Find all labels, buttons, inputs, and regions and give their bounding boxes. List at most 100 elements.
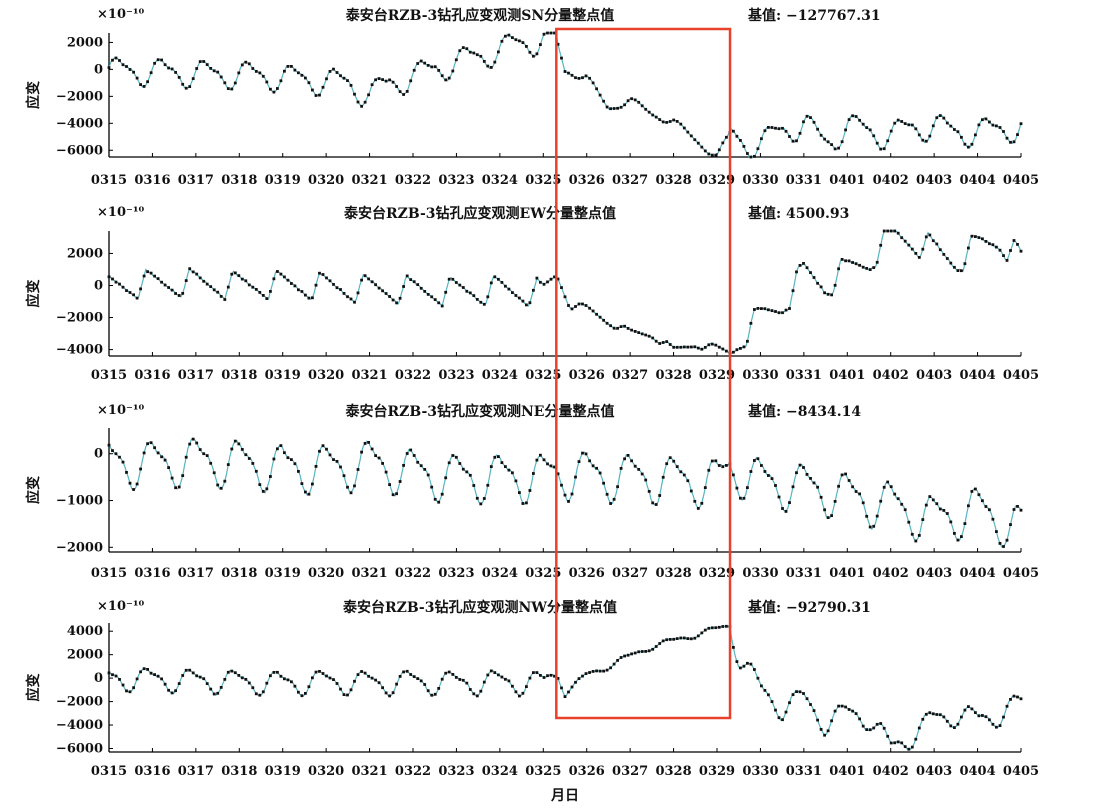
data-point (454, 676, 458, 679)
data-point (623, 324, 626, 328)
data-point (247, 283, 251, 287)
data-point (381, 78, 384, 81)
data-point (135, 677, 139, 681)
data-point (258, 693, 262, 697)
data-point (637, 650, 641, 654)
data-point (149, 441, 153, 445)
data-point (763, 129, 767, 133)
data-point (816, 718, 819, 722)
x-tick-label: 0404 (959, 764, 995, 779)
data-point (121, 683, 125, 687)
data-point (297, 288, 300, 292)
data-point (619, 467, 623, 470)
data-point (1009, 523, 1012, 526)
data-point (868, 268, 872, 271)
data-point (942, 509, 946, 512)
data-point (468, 291, 472, 295)
data-point (219, 686, 223, 689)
data-point (595, 312, 598, 316)
data-point (335, 682, 339, 685)
data-point (974, 711, 977, 714)
data-point (988, 508, 991, 512)
x-tick-label: 0324 (482, 173, 518, 188)
series-line (108, 230, 1022, 354)
y-tick-label: −6000 (56, 143, 103, 158)
data-point (710, 459, 714, 463)
data-point (128, 291, 132, 294)
data-point (823, 508, 826, 512)
data-point (612, 107, 616, 110)
data-point (623, 457, 626, 461)
data-point (998, 724, 1002, 727)
x-tick-label: 0320 (308, 764, 344, 779)
data-point (486, 295, 490, 299)
data-point (889, 485, 893, 489)
data-point (311, 88, 314, 92)
data-point (381, 686, 384, 690)
data-point (1019, 697, 1023, 701)
data-point (967, 145, 970, 149)
data-point (447, 277, 451, 281)
x-tick-label: 0319 (265, 368, 301, 383)
data-point (826, 516, 830, 519)
data-point (917, 726, 921, 730)
data-point (721, 141, 725, 145)
data-point (458, 49, 462, 53)
data-point (342, 76, 346, 80)
data-point (335, 460, 339, 463)
data-point (721, 625, 725, 628)
data-point (360, 278, 363, 282)
data-point (416, 460, 420, 464)
data-point (247, 681, 251, 685)
data-point (907, 520, 911, 524)
data-point (693, 499, 697, 503)
data-point (360, 104, 363, 108)
data-point (153, 61, 156, 65)
data-point (907, 243, 911, 247)
data-point (188, 442, 192, 446)
data-point (518, 296, 521, 300)
data-point (577, 77, 581, 80)
data-point (714, 459, 718, 463)
data-point (504, 465, 507, 468)
data-point (910, 123, 914, 127)
data-point (511, 471, 514, 475)
data-point (563, 695, 567, 698)
data-point (325, 77, 328, 81)
x-tick-label: 0403 (916, 368, 952, 383)
data-point (314, 94, 318, 97)
data-point (279, 444, 283, 447)
data-point (535, 458, 539, 462)
data-point (328, 279, 332, 283)
chart-panel-1: 2000 0 −2000 −4000 −6000 0315 0316 0317 0318 0319… (56, 7, 1039, 188)
data-point (233, 671, 237, 675)
data-point (668, 638, 672, 641)
data-point (318, 271, 321, 275)
data-point (184, 455, 188, 459)
data-point (784, 710, 788, 714)
data-point (149, 71, 153, 75)
data-point (132, 70, 135, 74)
data-point (693, 138, 697, 142)
data-point (532, 472, 535, 475)
data-point (896, 497, 900, 501)
data-point (595, 466, 598, 470)
data-point (437, 687, 441, 690)
data-point (763, 689, 767, 692)
data-point (844, 128, 847, 132)
data-point (616, 326, 619, 330)
data-point (205, 63, 209, 66)
data-point (781, 718, 784, 722)
data-point (665, 462, 669, 466)
data-point (363, 274, 367, 278)
data-point (584, 304, 588, 307)
data-point (433, 692, 437, 696)
data-point (451, 454, 455, 457)
data-point (283, 69, 286, 73)
data-point (560, 686, 563, 690)
data-point (325, 447, 328, 451)
x-tick-label: 0324 (482, 566, 518, 581)
data-point (974, 133, 977, 137)
data-point (938, 713, 942, 717)
exponent-label: ×10⁻¹⁰ (97, 599, 145, 614)
